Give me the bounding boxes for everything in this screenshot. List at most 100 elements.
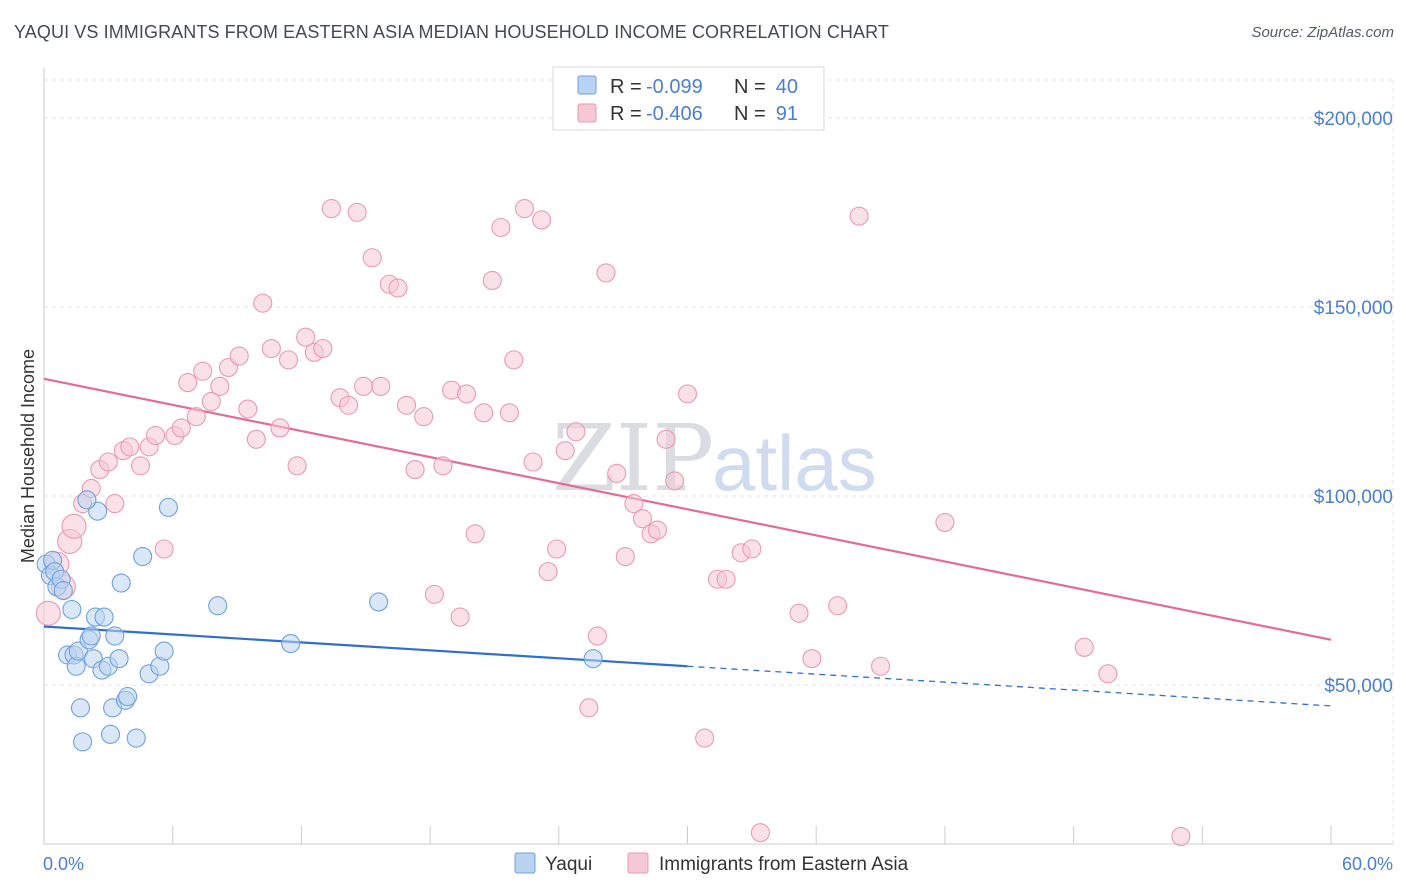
yaqui-point-38 bbox=[583, 649, 603, 669]
yaqui-point-7 bbox=[62, 599, 82, 620]
eastern-asia-point-74 bbox=[656, 429, 676, 449]
stats-legend: R = -0.099 N = 40 R = -0.406 N = 91 bbox=[552, 66, 825, 131]
eastern-asia-point-61 bbox=[538, 562, 558, 582]
series-legend: Yaqui Immigrants from Eastern Asia bbox=[514, 852, 909, 875]
eastern-asia-point-86 bbox=[849, 206, 869, 226]
eastern-asia-point-31 bbox=[287, 456, 307, 476]
eastern-asia-point-64 bbox=[566, 422, 586, 442]
eastern-asia-point-71 bbox=[632, 509, 653, 529]
eastern-asia-point-85 bbox=[828, 596, 848, 616]
yaqui-point-25 bbox=[109, 649, 129, 669]
legend-r-value-1: -0.406 bbox=[646, 103, 703, 125]
yaqui-point-37 bbox=[369, 592, 389, 612]
yaqui-point-36 bbox=[281, 633, 301, 654]
series-legend-label-yaqui: Yaqui bbox=[545, 854, 592, 875]
eastern-asia-point-54 bbox=[482, 270, 502, 291]
series-legend-swatch-eastern-asia bbox=[627, 852, 649, 874]
eastern-asia-point-52 bbox=[465, 524, 485, 544]
eastern-asia-point-53 bbox=[474, 403, 494, 423]
legend-r-label-0: R = bbox=[610, 76, 642, 98]
trend-lines bbox=[43, 377, 1332, 707]
eastern-asia-point-38 bbox=[347, 202, 367, 222]
eastern-asia-point-82 bbox=[750, 823, 770, 843]
legend-n-label-1: N = bbox=[734, 103, 766, 125]
eastern-asia-point-40 bbox=[362, 248, 382, 268]
yaqui-point-35 bbox=[208, 596, 228, 616]
yaqui-point-29 bbox=[126, 728, 146, 748]
series-legend-swatch-yaqui bbox=[514, 852, 536, 874]
x-tick-min: 0.0% bbox=[43, 854, 84, 874]
eastern-asia-point-29 bbox=[270, 418, 290, 438]
source-label: Source: ZipAtlas.com bbox=[1251, 24, 1394, 41]
eastern-asia-point-89 bbox=[1074, 637, 1094, 657]
eastern-asia-point-57 bbox=[504, 350, 524, 370]
yaqui-point-34 bbox=[158, 497, 178, 517]
eastern-asia-point-68 bbox=[607, 463, 627, 483]
eastern-asia-point-19 bbox=[186, 407, 206, 427]
eastern-asia-point-90 bbox=[1098, 664, 1118, 684]
yaqui-point-22 bbox=[100, 724, 121, 744]
eastern-asia-point-58 bbox=[514, 199, 535, 219]
x-tick-max: 60.0% bbox=[1342, 854, 1393, 874]
yaqui-point-15 bbox=[81, 626, 101, 646]
y-tick-label-0: $50,000 bbox=[1324, 676, 1393, 697]
yaqui-trend-line bbox=[43, 625, 688, 668]
eastern-asia-point-67 bbox=[596, 263, 616, 283]
yaqui-point-20 bbox=[94, 607, 114, 627]
eastern-asia-point-47 bbox=[424, 584, 444, 604]
eastern-asia-point-12 bbox=[130, 456, 151, 476]
eastern-asia-point-91 bbox=[1171, 826, 1191, 846]
y-axis-label: Median Household Income bbox=[18, 349, 38, 563]
eastern-asia-point-62 bbox=[547, 539, 567, 559]
eastern-asia-point-41 bbox=[371, 376, 391, 396]
eastern-asia-point-21 bbox=[201, 391, 221, 412]
legend-swatch-yaqui bbox=[577, 75, 597, 95]
eastern-asia-point-8 bbox=[98, 452, 118, 472]
eastern-asia-point-81 bbox=[742, 539, 762, 559]
eastern-asia-point-88 bbox=[935, 512, 955, 533]
eastern-asia-point-84 bbox=[802, 649, 822, 669]
eastern-asia-point-50 bbox=[450, 607, 470, 627]
eastern-asia-point-30 bbox=[278, 350, 299, 370]
eastern-asia-point-87 bbox=[870, 656, 891, 676]
eastern-asia-point-28 bbox=[261, 338, 281, 359]
eastern-asia-point-39 bbox=[354, 376, 374, 396]
legend-swatch-eastern-asia bbox=[577, 103, 597, 123]
eastern-asia-point-75 bbox=[665, 471, 685, 491]
eastern-asia-point-65 bbox=[579, 698, 599, 718]
yaqui-point-30 bbox=[133, 547, 153, 567]
eastern-asia-point-73 bbox=[647, 520, 668, 540]
yaqui-point-28 bbox=[118, 686, 138, 707]
eastern-asia-point-20 bbox=[193, 361, 213, 381]
eastern-asia-point-4 bbox=[61, 513, 87, 539]
chart-title: YAQUI VS IMMIGRANTS FROM EASTERN ASIA ME… bbox=[14, 22, 890, 42]
eastern-asia-point-51 bbox=[457, 384, 477, 404]
y-tick-label-2: $150,000 bbox=[1314, 298, 1393, 319]
eastern-asia-trend-line bbox=[43, 377, 1332, 641]
eastern-asia-point-43 bbox=[388, 278, 408, 298]
yaqui-trend-extension bbox=[687, 665, 1332, 707]
stats-legend-box bbox=[552, 66, 825, 131]
yaqui-point-12 bbox=[70, 698, 91, 718]
eastern-asia-point-11 bbox=[120, 437, 140, 457]
eastern-asia-point-24 bbox=[229, 346, 249, 366]
eastern-asia-point-0 bbox=[35, 600, 61, 626]
eastern-asia-point-37 bbox=[339, 395, 359, 415]
eastern-asia-point-66 bbox=[587, 626, 607, 646]
eastern-asia-point-14 bbox=[145, 425, 166, 446]
eastern-asia-point-26 bbox=[246, 429, 266, 449]
eastern-asia-point-55 bbox=[491, 217, 511, 238]
eastern-asia-point-22 bbox=[210, 376, 230, 396]
eastern-asia-point-15 bbox=[154, 539, 174, 559]
y-tick-labels: $50,000 $100,000 $150,000 $200,000 bbox=[1314, 109, 1393, 697]
legend-n-value-1: 91 bbox=[776, 103, 798, 125]
eastern-asia-point-56 bbox=[499, 403, 520, 423]
eastern-asia-point-46 bbox=[414, 407, 434, 427]
legend-n-label-0: N = bbox=[734, 76, 766, 98]
yaqui-point-39 bbox=[77, 490, 97, 510]
yaqui-point-24 bbox=[105, 626, 125, 646]
eastern-asia-point-17 bbox=[171, 418, 191, 438]
data-points bbox=[35, 199, 1191, 846]
legend-r-label-1: R = bbox=[610, 103, 642, 125]
